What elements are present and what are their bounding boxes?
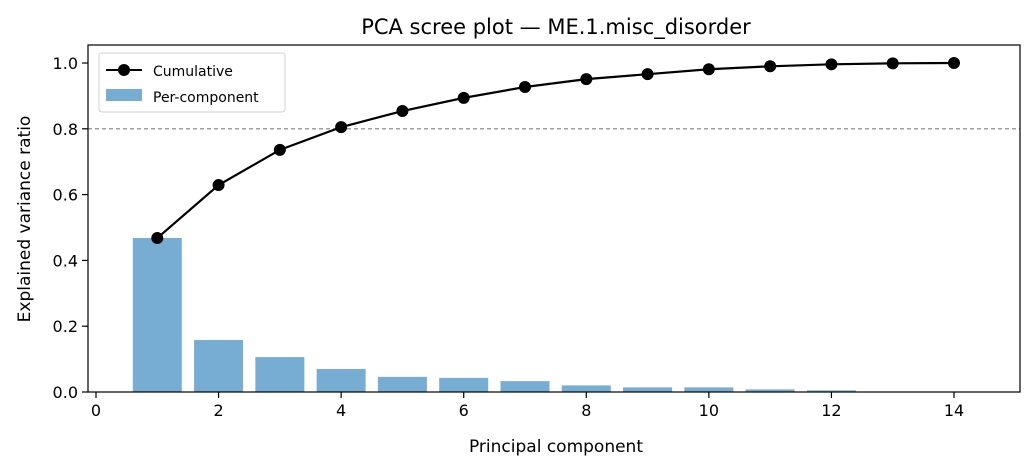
bar-4 bbox=[317, 369, 366, 392]
x-tick-label-8: 8 bbox=[581, 401, 591, 420]
legend-label-cumulative: Cumulative bbox=[153, 64, 233, 80]
x-tick-label-4: 4 bbox=[336, 401, 346, 420]
bar-8 bbox=[562, 385, 611, 392]
bar-3 bbox=[255, 357, 304, 392]
y-tick-label-0.8: 0.8 bbox=[53, 120, 78, 139]
cumulative-point-3 bbox=[274, 144, 286, 156]
bar-10 bbox=[684, 387, 733, 392]
cumulative-point-11 bbox=[764, 60, 776, 72]
y-tick-label-0.4: 0.4 bbox=[53, 251, 78, 270]
bar-5 bbox=[378, 377, 427, 392]
y-tick-label-0.6: 0.6 bbox=[53, 186, 78, 205]
cumulative-point-14 bbox=[948, 57, 960, 69]
x-tick-label-10: 10 bbox=[699, 401, 719, 420]
x-tick-label-12: 12 bbox=[821, 401, 841, 420]
bar-1 bbox=[133, 238, 182, 392]
y-axis-label: Explained variance ratio bbox=[15, 116, 35, 323]
x-tick-label-2: 2 bbox=[213, 401, 223, 420]
x-axis-label: Principal component bbox=[469, 437, 643, 457]
legend-swatch-per-component bbox=[106, 89, 142, 101]
y-tick-label-1: 1.0 bbox=[53, 54, 78, 73]
bar-7 bbox=[501, 381, 550, 392]
y-tick-label-0: 0.0 bbox=[53, 383, 78, 402]
bar-6 bbox=[439, 378, 488, 392]
legend-label-per-component: Per-component bbox=[153, 90, 259, 106]
cumulative-point-13 bbox=[887, 57, 899, 69]
cumulative-point-5 bbox=[396, 105, 408, 117]
chart-title: PCA scree plot — ME.1.misc_disorder bbox=[361, 15, 751, 40]
bar-9 bbox=[623, 387, 672, 392]
cumulative-point-4 bbox=[335, 121, 347, 133]
cumulative-point-10 bbox=[703, 63, 715, 75]
x-tick-label-0: 0 bbox=[91, 401, 101, 420]
bar-2 bbox=[194, 340, 243, 392]
legend-marker-cumulative bbox=[118, 64, 130, 76]
cumulative-point-2 bbox=[213, 179, 225, 191]
legend: Cumulative Per-component bbox=[99, 53, 285, 112]
x-tick-label-14: 14 bbox=[944, 401, 964, 420]
cumulative-point-1 bbox=[151, 232, 163, 244]
cumulative-point-12 bbox=[825, 58, 837, 70]
cumulative-point-9 bbox=[642, 68, 654, 80]
x-tick-label-6: 6 bbox=[459, 401, 469, 420]
cumulative-point-7 bbox=[519, 81, 531, 93]
cumulative-point-8 bbox=[580, 73, 592, 85]
cumulative-point-6 bbox=[458, 92, 470, 104]
y-tick-label-0.2: 0.2 bbox=[53, 317, 78, 336]
